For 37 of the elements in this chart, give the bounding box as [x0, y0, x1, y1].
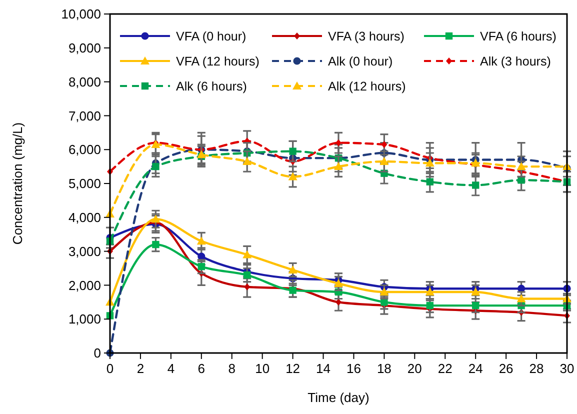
x-tick-label: 14: [316, 361, 330, 376]
y-tick-label: 0: [94, 346, 101, 361]
y-tick-label: 9,000: [68, 40, 101, 56]
legend-label: VFA (0 hour): [176, 29, 246, 44]
x-tick-label: 6: [198, 361, 206, 376]
x-tick-label: 16: [346, 361, 361, 376]
x-tick-label: 20: [407, 361, 422, 376]
legend-label: VFA (3 hours): [328, 29, 404, 44]
x-tick-label: 18: [376, 361, 392, 376]
y-tick-label: 7,000: [68, 108, 101, 124]
x-axis-title: Time (day): [308, 390, 370, 405]
legend-label: Alk (6 hours): [176, 79, 247, 94]
y-tick-label: 8,000: [68, 74, 101, 90]
y-tick-label: 5,000: [68, 176, 101, 192]
x-tick-label: 12: [286, 361, 300, 376]
legend-label: VFA (12 hours): [176, 54, 260, 68]
y-tick-label: 6,000: [68, 142, 101, 158]
y-tick-label: 3,000: [68, 244, 101, 259]
x-tick-label: 0: [106, 361, 114, 376]
x-tick-label: 2: [136, 361, 144, 376]
legend-label: Alk (12 hours): [328, 79, 406, 94]
legend-label: Alk (3 hours): [480, 54, 551, 68]
x-tick-label: 4: [167, 361, 175, 376]
x-tick-label: 28: [529, 361, 544, 376]
y-tick-label: 1,000: [68, 312, 101, 327]
legend-label: Alk (0 hour): [328, 54, 393, 68]
x-tick-label: 22: [438, 361, 452, 376]
y-tick-label: 4,000: [68, 210, 101, 225]
x-tick-label: 8: [228, 361, 236, 376]
x-tick-label: 10: [255, 361, 270, 376]
x-tick-label: 24: [468, 361, 483, 376]
y-tick-label: 2,000: [68, 278, 101, 293]
x-tick-label: 30: [560, 361, 574, 376]
x-tick-label: 26: [498, 361, 514, 376]
legend-label: VFA (6 hours): [480, 29, 556, 44]
y-tick-label: 10,000: [61, 6, 101, 22]
y-axis-title: Concentration (mg/L): [10, 122, 25, 245]
